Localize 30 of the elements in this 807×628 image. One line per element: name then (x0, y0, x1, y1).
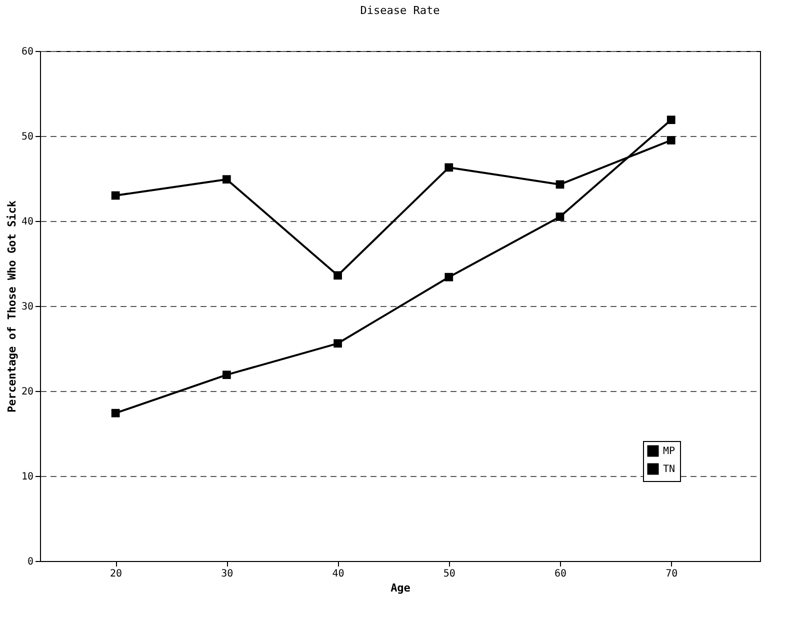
point (111, 191, 120, 200)
point (334, 339, 342, 348)
y-tick-label: 10 (21, 472, 34, 482)
x-tick-label: 30 (221, 568, 234, 580)
legend-label: MP (663, 446, 676, 457)
x-tick-label: 60 (554, 568, 567, 580)
y-tick-label: 60 (21, 46, 34, 58)
y-axis-title: Percentage of Those Who Got Sick (5, 200, 18, 412)
point (444, 272, 454, 282)
point (666, 116, 676, 124)
point (556, 180, 564, 189)
point (222, 370, 231, 380)
point (666, 136, 676, 144)
x-tick-label: 20 (110, 568, 122, 580)
x-tick-label: 40 (332, 568, 344, 580)
y-tick-label: 50 (21, 132, 34, 142)
x-tick-label: 50 (443, 568, 456, 580)
point (556, 212, 564, 221)
chart-title: Disease Rate (360, 4, 440, 17)
point (111, 408, 120, 418)
y-tick-label: 20 (21, 386, 34, 398)
x-axis-title: Age (390, 582, 411, 594)
x-tick-label: 70 (666, 568, 678, 580)
point (222, 175, 231, 184)
point (444, 163, 454, 172)
y-tick-label: 0 (27, 556, 34, 568)
point (334, 271, 342, 280)
legend-label: TN (663, 464, 676, 475)
y-tick-label: 30 (21, 302, 34, 312)
y-tick-label: 40 (21, 216, 34, 228)
